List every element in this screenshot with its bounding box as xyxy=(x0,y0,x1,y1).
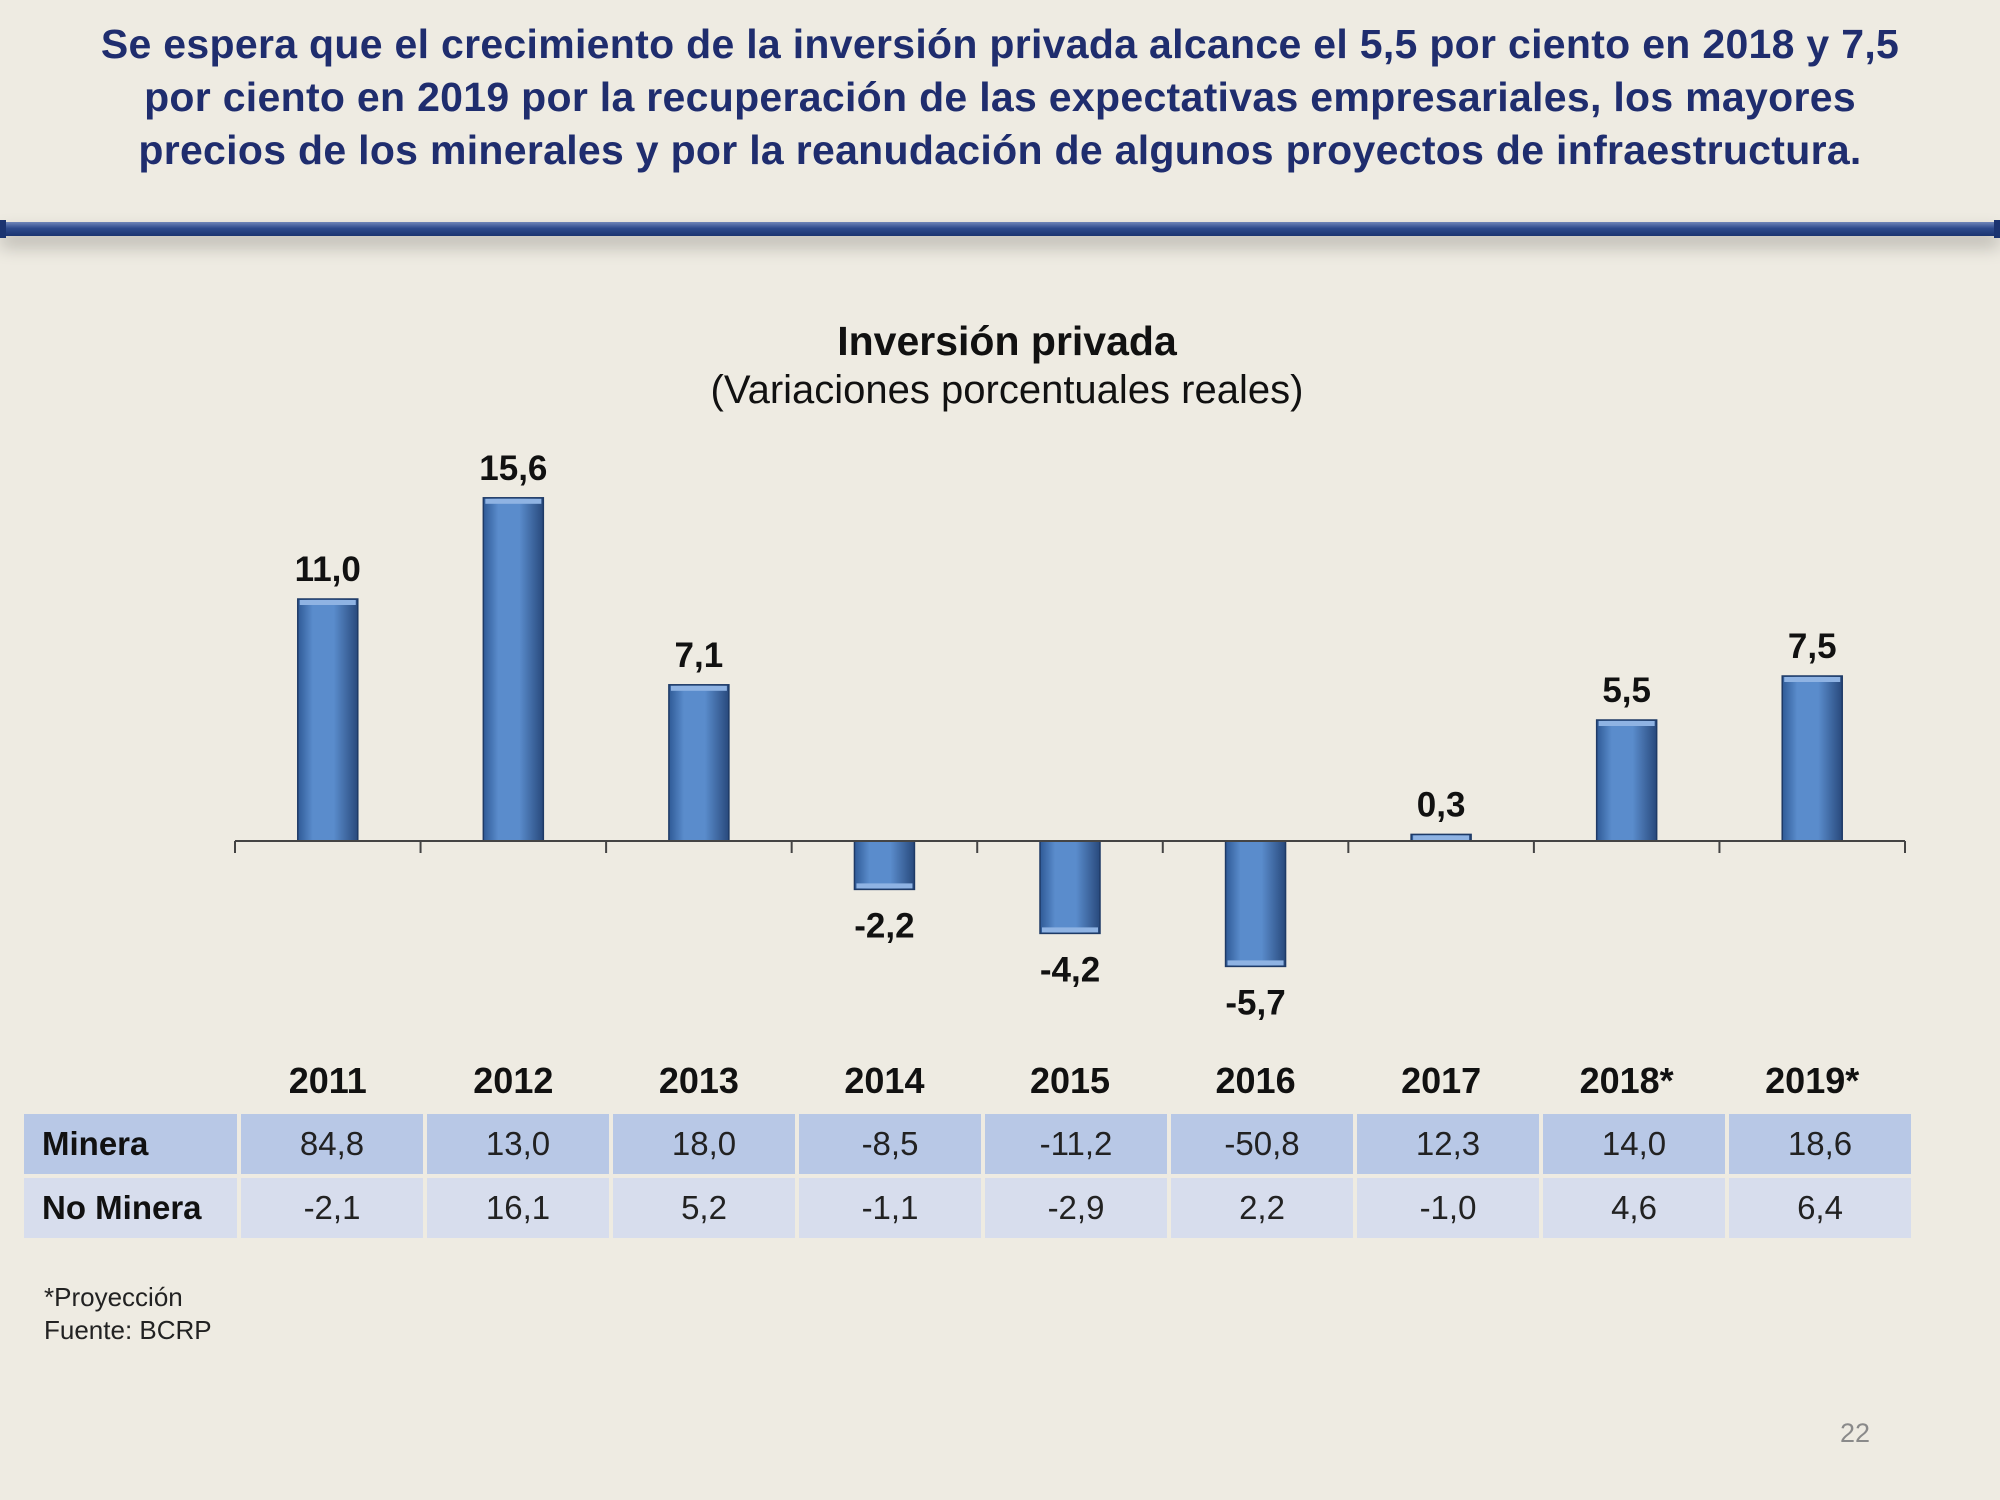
bar-2011 xyxy=(297,598,359,842)
cell-no-minera-2014: -1,1 xyxy=(799,1178,981,1238)
value-label-2016: -5,7 xyxy=(1225,983,1285,1022)
cell-no-minera-2016: 2,2 xyxy=(1171,1178,1353,1238)
value-label-2019: 7,5 xyxy=(1788,627,1837,666)
cell-minera-2013: 18,0 xyxy=(613,1114,795,1174)
bar-highlight-2014 xyxy=(856,883,913,889)
cell-no-minera-2012: 16,1 xyxy=(427,1178,609,1238)
bar-2015 xyxy=(1039,840,1101,935)
year-label-2014: 2014 xyxy=(844,1060,925,1101)
value-label-2012: 15,6 xyxy=(479,449,547,488)
bar-highlight-2017 xyxy=(1413,835,1470,841)
headline-line-2: por ciento en 2019 por la recuperación d… xyxy=(144,74,1856,120)
value-label-2015: -4,2 xyxy=(1040,950,1100,989)
cell-minera-2019: 18,6 xyxy=(1729,1114,1911,1174)
bar-2013 xyxy=(668,684,730,842)
bar-2018 xyxy=(1595,719,1658,842)
cell-minera-2012: 13,0 xyxy=(427,1114,609,1174)
bar-highlight-2011 xyxy=(299,600,356,605)
chart-title: Inversión privada xyxy=(837,318,1177,364)
bar-highlight-2013 xyxy=(670,685,727,691)
cell-minera-2015: -11,2 xyxy=(985,1114,1167,1174)
cell-no-minera-2019: 6,4 xyxy=(1729,1178,1911,1238)
headline-line-1: Se espera que el crecimiento de la inver… xyxy=(100,21,1900,67)
year-label-2012: 2012 xyxy=(473,1060,554,1101)
year-label-2011: 2011 xyxy=(288,1060,367,1101)
header-divider xyxy=(0,222,2000,236)
table-row-minera: Minera 84,8 13,0 18,0 -8,5 -11,2 -50,8 1… xyxy=(24,1114,1911,1174)
table-row-no-minera: No Minera -2,1 16,1 5,2 -1,1 -2,9 2,2 -1… xyxy=(24,1178,1911,1238)
bar-2019 xyxy=(1781,675,1843,842)
cell-no-minera-2011: -2,1 xyxy=(241,1178,423,1238)
slide-headline: Se espera que el crecimiento de la inver… xyxy=(0,18,2000,177)
value-label-2018: 5,5 xyxy=(1602,671,1651,710)
bar-highlight-2015 xyxy=(1042,927,1098,933)
cell-no-minera-2018: 4,6 xyxy=(1543,1178,1725,1238)
source-note: Fuente: BCRP xyxy=(44,1315,212,1345)
year-label-2015: 2015 xyxy=(1029,1060,1111,1101)
bar-2016 xyxy=(1224,840,1287,968)
year-label-2019: 2019* xyxy=(1765,1060,1860,1101)
cell-no-minera-2013: 5,2 xyxy=(613,1178,795,1238)
value-label-2017: 0,3 xyxy=(1417,785,1466,824)
bar-highlight-2019 xyxy=(1784,677,1841,682)
row-label-no-minera: No Minera xyxy=(24,1178,237,1238)
year-label-2013: 2013 xyxy=(658,1060,739,1101)
projection-note: *Proyección xyxy=(44,1282,183,1312)
bar-highlight-2012 xyxy=(485,498,542,504)
cell-minera-2017: 12,3 xyxy=(1357,1114,1539,1174)
cell-no-minera-2017: -1,0 xyxy=(1357,1178,1539,1238)
bar-highlight-2018 xyxy=(1598,721,1655,726)
cell-minera-2014: -8,5 xyxy=(799,1114,981,1174)
bar-chart: 11,0 15,6 7,1 -2,2 -4,2 -5,7 0,3 5,5 7,5 xyxy=(234,449,1906,1022)
year-label-2017: 2017 xyxy=(1401,1060,1482,1101)
bar-2014 xyxy=(853,840,916,891)
chart-subtitle: (Variaciones porcentuales reales) xyxy=(710,368,1304,412)
value-label-2011: 11,0 xyxy=(295,550,361,589)
year-labels: 2011 2012 2013 2014 2015 2016 2017 2018* 2019* xyxy=(0,1060,2000,1110)
bar-highlight-2016 xyxy=(1227,960,1284,966)
divider-cap-right xyxy=(1994,220,2000,238)
value-label-2014: -2,2 xyxy=(854,906,914,945)
bar-2012 xyxy=(482,497,545,842)
page-number: 22 xyxy=(1840,1418,1871,1448)
cell-minera-2011: 84,8 xyxy=(241,1114,423,1174)
headline-line-3: precios de los minerales y por la reanud… xyxy=(138,127,1862,173)
cell-minera-2016: -50,8 xyxy=(1171,1114,1353,1174)
investment-table: Minera 84,8 13,0 18,0 -8,5 -11,2 -50,8 1… xyxy=(20,1110,1915,1242)
year-label-2018: 2018* xyxy=(1579,1060,1674,1101)
cell-minera-2018: 14,0 xyxy=(1543,1114,1725,1174)
divider-cap-left xyxy=(0,220,6,238)
cell-no-minera-2015: -2,9 xyxy=(985,1178,1167,1238)
row-label-minera: Minera xyxy=(24,1114,237,1174)
value-label-2013: 7,1 xyxy=(675,636,724,675)
year-label-2016: 2016 xyxy=(1215,1060,1296,1101)
